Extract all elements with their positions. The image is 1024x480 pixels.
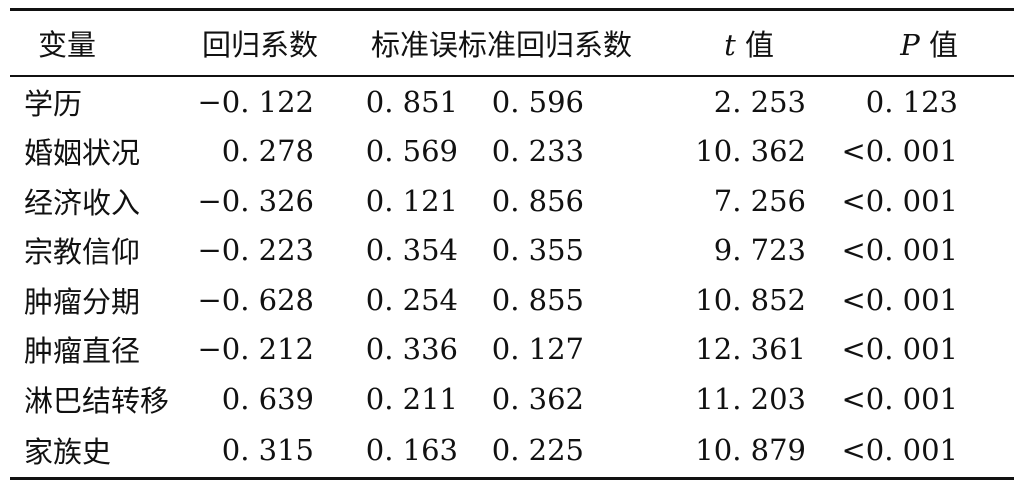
cell-variable: 经济收入 bbox=[24, 185, 141, 220]
header-t-value: t 值 bbox=[724, 28, 774, 62]
table-row: 肿瘤直径 −0. 212 0. 336 0. 127 12. 361 <0. 0… bbox=[10, 325, 1014, 375]
cell-variable: 肿瘤直径 bbox=[24, 334, 141, 369]
cell-standardized-coefficient: 0. 596 bbox=[491, 84, 584, 119]
regression-table-container: 变量 回归系数 标准误 标准回归系数 t 值 P 值 学历 −0. 122 0.… bbox=[10, 8, 1014, 480]
header-p-value: P 值 bbox=[900, 28, 958, 62]
cell-coefficient: 0. 639 bbox=[221, 381, 314, 416]
table-row: 肿瘤分期 −0. 628 0. 254 0. 855 10. 852 <0. 0… bbox=[10, 275, 1014, 325]
table-row: 淋巴结转移 0. 639 0. 211 0. 362 11. 203 <0. 0… bbox=[10, 374, 1014, 424]
cell-standardized-coefficient: 0. 355 bbox=[491, 233, 584, 268]
header-row: 变量 回归系数 标准误 标准回归系数 t 值 P 值 bbox=[10, 9, 1014, 76]
cell-coefficient: −0. 122 bbox=[197, 84, 314, 119]
cell-variable: 学历 bbox=[24, 86, 83, 121]
cell-t-value: 2. 253 bbox=[713, 84, 806, 119]
cell-coefficient: −0. 628 bbox=[197, 282, 314, 317]
table-row: 学历 −0. 122 0. 851 0. 596 2. 253 0. 123 bbox=[10, 76, 1014, 127]
cell-t-value: 10. 879 bbox=[695, 433, 806, 467]
table-row: 家族史 0. 315 0. 163 0. 225 10. 879 <0. 001 bbox=[10, 424, 1014, 478]
cell-standardized-coefficient: 0. 233 bbox=[491, 134, 584, 169]
table-header: 变量 回归系数 标准误 标准回归系数 t 值 P 值 bbox=[10, 9, 1014, 76]
cell-standardized-coefficient: 0. 127 bbox=[491, 332, 584, 367]
cell-standard-error: 0. 569 bbox=[365, 134, 458, 169]
cell-variable: 淋巴结转移 bbox=[24, 383, 170, 418]
cell-coefficient: −0. 212 bbox=[197, 332, 314, 367]
cell-standard-error: 0. 163 bbox=[365, 433, 458, 467]
cell-standard-error: 0. 354 bbox=[365, 233, 458, 268]
cell-variable: 家族史 bbox=[24, 435, 112, 469]
cell-t-value: 10. 852 bbox=[695, 282, 806, 317]
cell-standard-error: 0. 121 bbox=[365, 183, 458, 218]
cell-standard-error: 0. 851 bbox=[365, 84, 458, 119]
cell-p-value: <0. 001 bbox=[841, 183, 958, 218]
cell-p-value: <0. 001 bbox=[841, 381, 958, 416]
cell-standardized-coefficient: 0. 856 bbox=[491, 183, 584, 218]
cell-coefficient: 0. 278 bbox=[221, 134, 314, 169]
regression-table: 变量 回归系数 标准误 标准回归系数 t 值 P 值 学历 −0. 122 0.… bbox=[10, 8, 1014, 480]
cell-standardized-coefficient: 0. 225 bbox=[491, 433, 584, 467]
cell-p-value: <0. 001 bbox=[841, 433, 958, 467]
cell-p-value: <0. 001 bbox=[841, 134, 958, 169]
table-row: 宗教信仰 −0. 223 0. 354 0. 355 9. 723 <0. 00… bbox=[10, 226, 1014, 276]
cell-t-value: 12. 361 bbox=[695, 332, 806, 367]
cell-p-value: 0. 123 bbox=[865, 84, 958, 119]
table-row: 经济收入 −0. 326 0. 121 0. 856 7. 256 <0. 00… bbox=[10, 176, 1014, 226]
cell-standard-error: 0. 336 bbox=[365, 332, 458, 367]
cell-variable: 肿瘤分期 bbox=[24, 284, 141, 319]
cell-p-value: <0. 001 bbox=[841, 233, 958, 268]
cell-t-value: 10. 362 bbox=[695, 134, 806, 169]
header-standardized-coefficient: 标准回归系数 bbox=[458, 28, 633, 62]
cell-standard-error: 0. 211 bbox=[365, 381, 458, 416]
cell-coefficient: 0. 315 bbox=[221, 433, 314, 467]
header-variable: 变量 bbox=[38, 28, 97, 62]
table-row: 婚姻状况 0. 278 0. 569 0. 233 10. 362 <0. 00… bbox=[10, 127, 1014, 177]
cell-variable: 婚姻状况 bbox=[24, 136, 141, 171]
cell-coefficient: −0. 326 bbox=[197, 183, 314, 218]
cell-t-value: 9. 723 bbox=[713, 233, 806, 268]
header-standard-error: 标准误 bbox=[370, 28, 458, 62]
cell-variable: 宗教信仰 bbox=[24, 235, 141, 270]
cell-p-value: <0. 001 bbox=[841, 282, 958, 317]
cell-coefficient: −0. 223 bbox=[197, 233, 314, 268]
header-coefficient: 回归系数 bbox=[201, 28, 318, 62]
cell-standardized-coefficient: 0. 855 bbox=[491, 282, 584, 317]
cell-standard-error: 0. 254 bbox=[365, 282, 458, 317]
cell-t-value: 11. 203 bbox=[695, 381, 806, 416]
cell-standardized-coefficient: 0. 362 bbox=[491, 381, 584, 416]
table-body: 学历 −0. 122 0. 851 0. 596 2. 253 0. 123 婚… bbox=[10, 76, 1014, 478]
cell-t-value: 7. 256 bbox=[713, 183, 806, 218]
cell-p-value: <0. 001 bbox=[841, 332, 958, 367]
